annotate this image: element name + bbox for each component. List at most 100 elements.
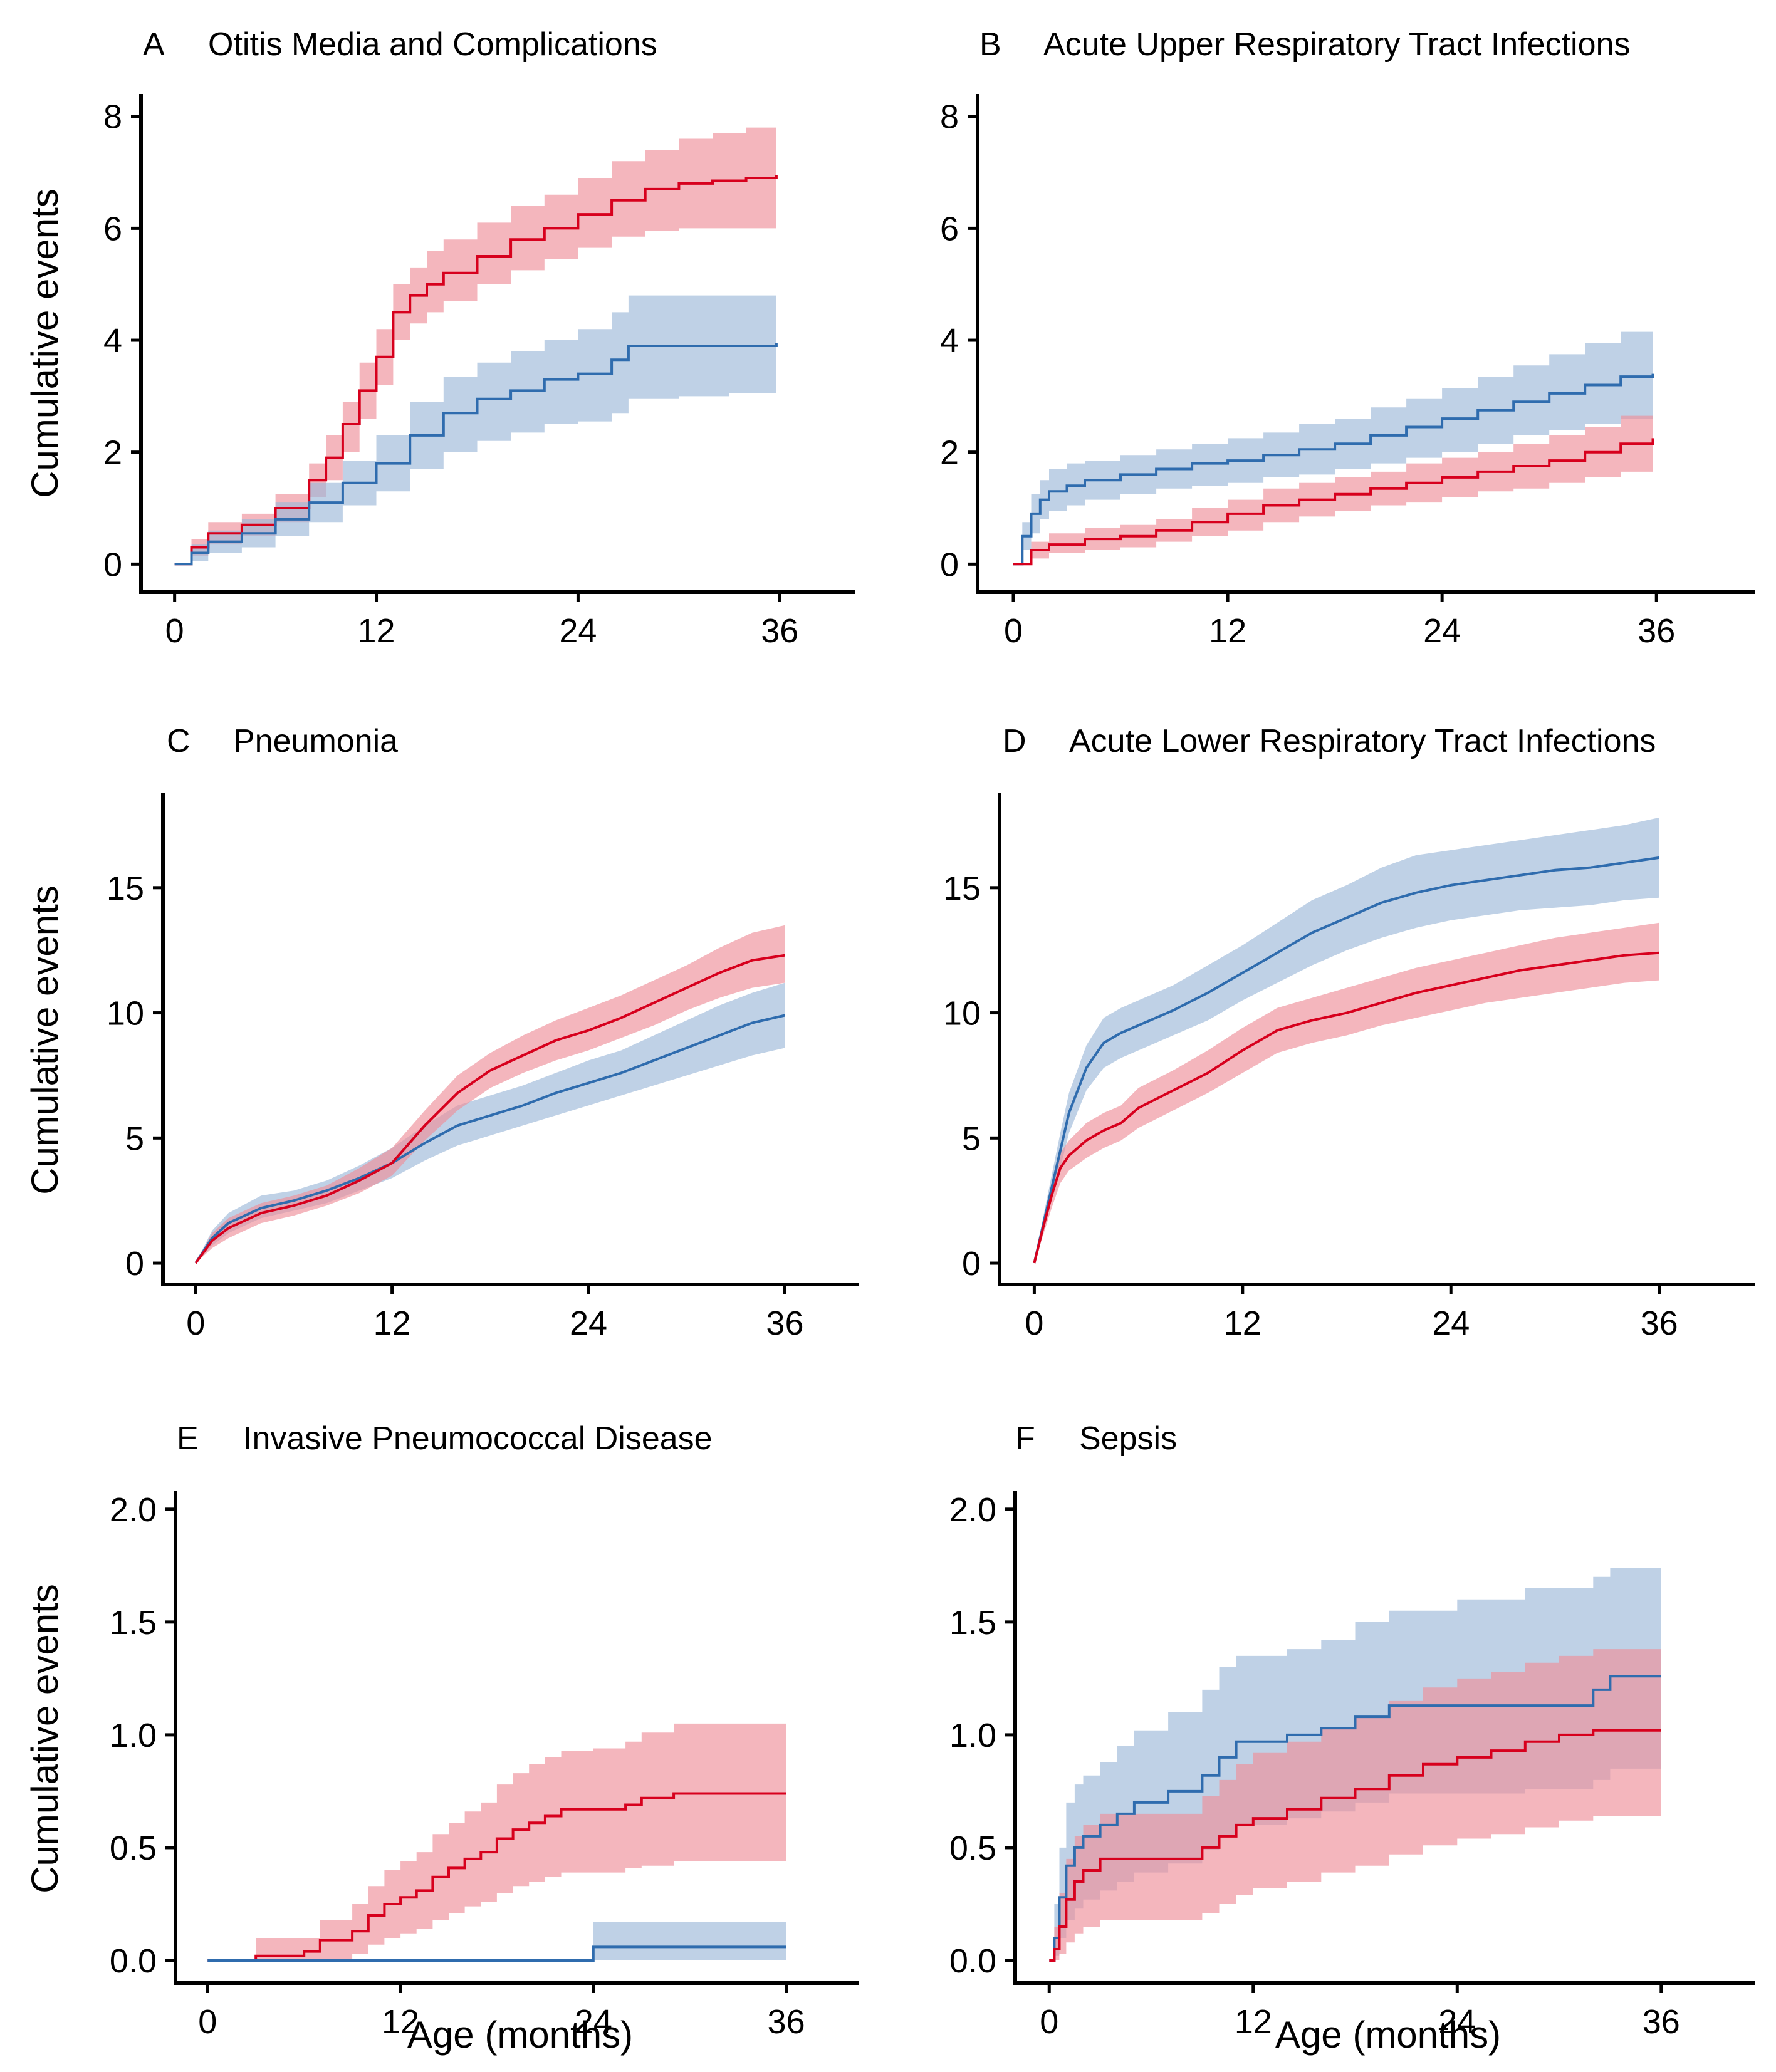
panel-f-lines — [1049, 1675, 1661, 1962]
panel-f-x-ticks: 0 12 24 36 — [1040, 1983, 1680, 2041]
panel-d-blue-confidence-band — [1034, 817, 1659, 1263]
panel-c-y-tick-label: 15 — [107, 870, 144, 907]
panel-e-x-tick-label: 12 — [382, 2003, 419, 2041]
panel-c-y-tick-label: 10 — [107, 995, 144, 1033]
panel-b-y-tick-label: 8 — [940, 98, 959, 136]
panel-c-red-line — [194, 954, 785, 1264]
panel-a-red-line — [174, 175, 778, 566]
panel-d-y-tick-label: 0 — [962, 1245, 981, 1283]
panel-a-red-confidence-band — [174, 125, 776, 565]
panel-a-title: Otitis Media and Complications — [208, 26, 657, 63]
panel-b-bands — [1013, 326, 1653, 565]
panel-e-label: E — [177, 1420, 199, 1457]
panel-f-bands — [1049, 1568, 1661, 1960]
panel-e-y-tick-label: 2.0 — [110, 1491, 157, 1529]
panel-a-x-tick-label: 36 — [761, 612, 798, 650]
panel-f-y-tick-label: 0.5 — [949, 1830, 996, 1867]
panel-b-red-line — [1013, 438, 1654, 566]
panel-b-y-tick-label: 6 — [940, 210, 959, 247]
panel-e-y-tick-label: 1.0 — [110, 1717, 157, 1754]
panel-a-x-tick-label: 12 — [357, 612, 395, 650]
panel-f-red-line — [1049, 1729, 1661, 1962]
panel-a-x-tick-label: 0 — [165, 612, 184, 650]
panel-f-y-tick-label: 1.5 — [949, 1604, 996, 1642]
panel-f-y-ticks: 0.0 0.5 1.0 1.5 2.0 — [949, 1491, 1015, 1980]
panel-f-y-tick-label: 0.0 — [949, 1942, 996, 1980]
panel-b-y-tick-label: 4 — [940, 322, 959, 360]
panel-e-blue-line — [207, 1945, 786, 1962]
panel-b-blue-line — [1013, 373, 1654, 566]
panel-a-x-tick-label: 24 — [559, 612, 597, 650]
panel-d: D Acute Lower Respiratory Tract Infectio… — [943, 723, 1755, 1342]
panel-b-x-tick-label: 36 — [1638, 612, 1675, 650]
panel-c-y-ticks: 0 5 10 15 — [107, 870, 163, 1283]
panel-d-bands — [1034, 817, 1659, 1263]
panel-e-x-ticks: 0 12 24 36 — [198, 1983, 805, 2041]
panel-e-lines — [207, 1792, 786, 1962]
panel-b-x-tick-label: 0 — [1004, 612, 1023, 650]
panel-e-x-tick-label: 24 — [575, 2003, 612, 2041]
panel-d-lines — [1033, 856, 1659, 1264]
panel-d-label: D — [1003, 723, 1026, 759]
panel-d-x-tick-label: 12 — [1224, 1304, 1261, 1342]
panel-c-x-tick-label: 24 — [570, 1304, 607, 1342]
panel-c-y-axis-title: Cumulative events — [24, 885, 66, 1195]
panel-f-x-axis-title: Age (months) — [1275, 2014, 1501, 2056]
panel-d-red-line — [1033, 951, 1659, 1264]
panel-c-lines — [194, 954, 785, 1264]
panel-c-x-ticks: 0 12 24 36 — [186, 1284, 804, 1342]
panel-d-y-tick-label: 5 — [962, 1120, 981, 1157]
panel-c-y-tick-label: 0 — [125, 1245, 144, 1283]
panel-f-y-tick-label: 2.0 — [949, 1491, 996, 1529]
panel-b-y-ticks: 0 2 4 6 8 — [940, 98, 978, 583]
panel-b-x-ticks: 0 12 24 36 — [1004, 592, 1675, 650]
panel-d-title: Acute Lower Respiratory Tract Infections — [1069, 723, 1656, 759]
panel-a-y-tick-label: 0 — [103, 546, 122, 583]
panel-f-x-tick-label: 24 — [1438, 2003, 1476, 2041]
panel-a-y-axis-title: Cumulative events — [24, 189, 66, 498]
panel-a-y-ticks: 0 2 4 6 8 — [103, 98, 141, 583]
panel-d-x-ticks: 0 12 24 36 — [1025, 1284, 1678, 1342]
panel-a-label: A — [143, 26, 165, 63]
panel-c: C Pneumonia 0 5 10 15 0 12 24 36 Cumulative ev… — [24, 723, 859, 1342]
panel-b-red-confidence-band — [1013, 407, 1653, 565]
panel-b-y-tick-label: 2 — [940, 434, 959, 472]
panel-c-x-tick-label: 36 — [766, 1304, 803, 1342]
panel-d-y-tick-label: 10 — [943, 995, 981, 1033]
panel-d-red-confidence-band — [1034, 922, 1659, 1263]
panel-b-lines — [1013, 373, 1654, 566]
panel-f-y-tick-label: 1.0 — [949, 1717, 996, 1754]
panel-b-y-tick-label: 0 — [940, 546, 959, 583]
panel-f-x-tick-label: 0 — [1040, 2003, 1058, 2041]
panel-f-x-tick-label: 36 — [1643, 2003, 1680, 2041]
panel-e-x-tick-label: 0 — [198, 2003, 217, 2041]
panel-a-x-ticks: 0 12 24 36 — [165, 592, 798, 650]
panel-e: E Invasive Pneumococcal Disease 0.0 0.5 1.… — [24, 1420, 859, 2056]
panel-e-y-tick-label: 0.5 — [110, 1830, 157, 1867]
panel-e-y-tick-label: 1.5 — [110, 1604, 157, 1642]
panel-b-x-tick-label: 24 — [1423, 612, 1461, 650]
panel-e-y-tick-label: 0.0 — [110, 1942, 157, 1980]
panel-f-title: Sepsis — [1079, 1420, 1177, 1457]
panel-d-x-tick-label: 24 — [1432, 1304, 1470, 1342]
panel-a-y-tick-label: 6 — [103, 210, 122, 247]
panel-f-label: F — [1015, 1420, 1035, 1457]
panel-c-blue-line — [194, 1014, 785, 1264]
panel-e-blue-confidence-band — [207, 1922, 786, 1960]
panel-f-red-confidence-band — [1049, 1649, 1661, 1960]
panel-c-label: C — [167, 723, 191, 759]
panel-b-blue-confidence-band — [1013, 326, 1653, 565]
panel-a-y-tick-label: 4 — [103, 322, 122, 360]
panel-a-lines — [174, 175, 778, 566]
panel-d-blue-line — [1033, 856, 1659, 1264]
panel-b: B Acute Upper Respiratory Tract Infectio… — [940, 26, 1755, 650]
panel-d-x-tick-label: 0 — [1025, 1304, 1043, 1342]
panel-b-label: B — [979, 26, 1001, 63]
panel-e-title: Invasive Pneumococcal Disease — [243, 1420, 713, 1457]
panel-d-x-tick-label: 36 — [1641, 1304, 1678, 1342]
panel-c-title: Pneumonia — [233, 723, 398, 759]
panel-f: F Sepsis 0.0 0.5 1.0 1.5 2.0 0 12 24 36 Age (mo… — [949, 1420, 1755, 2056]
panel-f-x-tick-label: 12 — [1235, 2003, 1272, 2041]
panel-e-y-ticks: 0.0 0.5 1.0 1.5 2.0 — [110, 1491, 175, 1980]
